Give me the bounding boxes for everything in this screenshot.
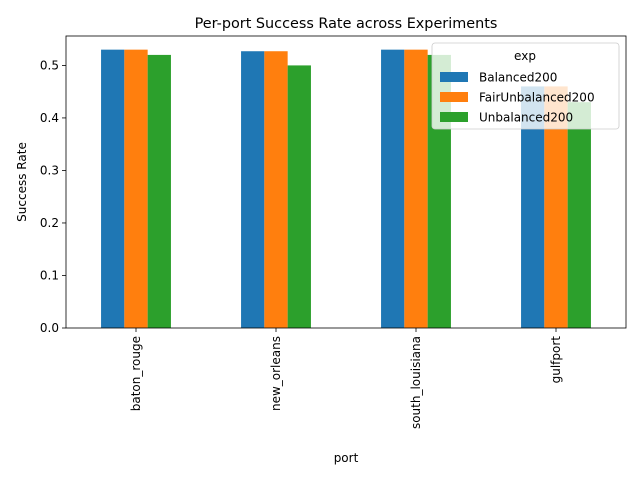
y-axis: 0.0 0.1 0.2 0.3 0.4 0.5 <box>40 58 66 335</box>
legend-swatch <box>440 72 468 82</box>
x-axis-label: port <box>334 451 359 465</box>
legend-label: FairUnbalanced200 <box>479 91 595 105</box>
bar-baton_rouge-Balanced200 <box>101 49 125 329</box>
x-tick-label: baton_rouge <box>129 336 143 411</box>
y-tick-label: 0.2 <box>40 216 59 230</box>
bar-new_orleans-Balanced200 <box>241 51 265 328</box>
bar-gulfport-Unbalanced200 <box>567 102 591 328</box>
bar-south_louisiana-FairUnbalanced200 <box>404 49 428 329</box>
y-tick-label: 0.4 <box>40 111 59 125</box>
plot-frame <box>65 35 627 329</box>
y-axis-label: Success Rate <box>15 142 29 222</box>
x-axis: baton_rouge new_orleans south_louisiana gul… <box>129 328 563 429</box>
bar-gulfport-Balanced200 <box>521 86 545 328</box>
bar-baton_rouge-Unbalanced200 <box>147 54 171 329</box>
y-tick-label: 0.5 <box>40 58 59 72</box>
legend-label: Unbalanced200 <box>479 111 573 125</box>
y-tick-label: 0.1 <box>40 268 59 282</box>
legend-swatch <box>440 112 468 122</box>
x-tick-label: south_louisiana <box>409 336 423 429</box>
legend-label: Balanced200 <box>479 71 557 85</box>
legend-title: exp <box>514 49 536 63</box>
bar-baton_rouge-FairUnbalanced200 <box>124 49 148 329</box>
bar-south_louisiana-Balanced200 <box>381 49 405 329</box>
chart-title: Per-port Success Rate across Experiments <box>195 16 498 32</box>
y-tick-label: 0.3 <box>40 163 59 177</box>
bar-new_orleans-Unbalanced200 <box>287 65 311 329</box>
legend-frame <box>431 42 620 130</box>
legend-items: Balanced200 FairUnbalanced200 Unbalanced20… <box>440 71 595 125</box>
x-tick-label: new_orleans <box>269 336 283 411</box>
bar-gulfport-FairUnbalanced200 <box>544 86 568 328</box>
legend: exp Balanced200 FairUnbalanced200 Unbalanc… <box>431 42 620 130</box>
x-tick-label: gulfport <box>549 336 563 384</box>
legend-swatch <box>440 92 468 102</box>
y-tick-label: 0.0 <box>40 321 59 335</box>
bar-new_orleans-FairUnbalanced200 <box>264 51 288 328</box>
